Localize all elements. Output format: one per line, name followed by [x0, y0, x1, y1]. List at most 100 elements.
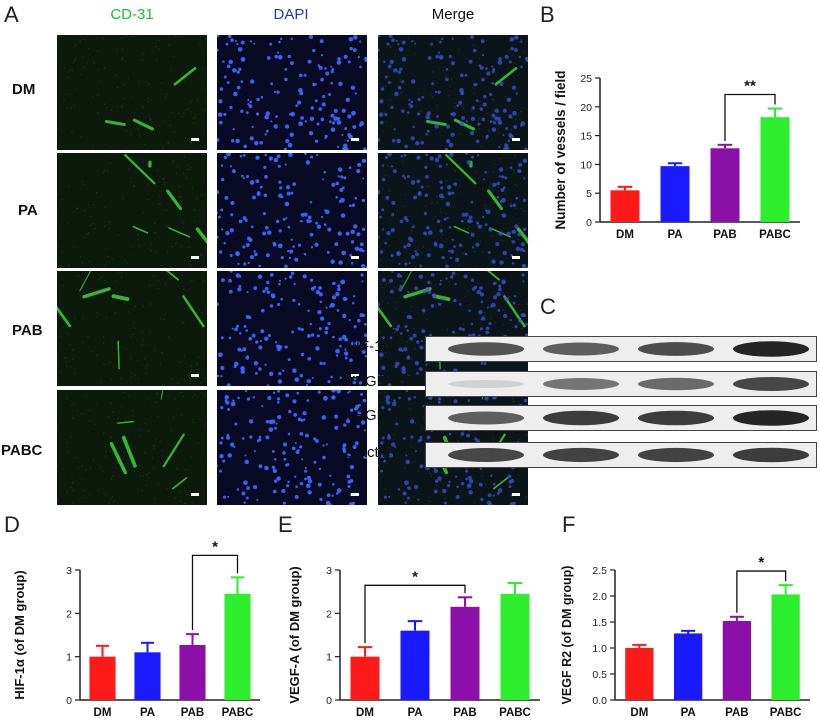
- blot-band: [638, 447, 714, 463]
- category-label: PABC: [222, 707, 254, 719]
- micrograph-dapi-pab: [217, 271, 367, 386]
- y-axis-title: HIF-1α (of DM group): [12, 570, 27, 699]
- column-header-cd31: CD-31: [110, 6, 154, 23]
- micrograph-cd31-dm: [57, 35, 207, 150]
- y-tick-label: 2.0: [592, 591, 607, 603]
- y-axis-title: VEGF R2 (of DM group): [560, 566, 574, 705]
- blot-band: [543, 378, 619, 390]
- y-tick-label: 3: [66, 565, 72, 577]
- blot-band: [448, 342, 524, 356]
- blot-row-3: [425, 442, 817, 468]
- column-header-dapi: DAPI: [273, 6, 309, 23]
- blot-band: [733, 410, 809, 426]
- scale-bar: [512, 138, 520, 141]
- y-tick-label: 0: [66, 695, 72, 707]
- micrograph-cd31-pa: [57, 153, 207, 268]
- micrograph-merge-pa: [378, 153, 528, 268]
- blot-row-1: [425, 371, 817, 397]
- blot-band: [733, 341, 809, 357]
- y-tick-label: 0.0: [592, 695, 607, 707]
- row-label-dm: DM: [12, 81, 36, 98]
- category-label: PAB: [725, 707, 748, 719]
- bar-dm: [610, 190, 640, 222]
- category-label: PA: [407, 707, 422, 719]
- micrograph-cd31-pab: [57, 271, 207, 386]
- category-label: PABC: [759, 229, 791, 241]
- blot-band: [733, 447, 809, 463]
- row-label-pa: PA: [18, 202, 38, 219]
- significance-marker: *: [412, 568, 418, 585]
- category-label: DM: [630, 707, 648, 719]
- bar-pa: [660, 166, 690, 222]
- blot-row-0: [425, 336, 817, 362]
- panel-letter-e: E: [278, 512, 293, 537]
- scale-bar: [351, 493, 359, 496]
- category-label: PA: [140, 707, 155, 719]
- significance-bracket: [724, 93, 776, 141]
- category-label: PAB: [181, 707, 204, 719]
- blot-band: [543, 342, 619, 356]
- category-label: PA: [667, 229, 682, 241]
- bar-pa: [673, 633, 703, 700]
- category-label: PABC: [499, 707, 531, 719]
- blot-band: [543, 447, 619, 463]
- micrograph-dapi-dm: [217, 35, 367, 150]
- column-header-merge: Merge: [431, 6, 475, 23]
- blot-band: [638, 410, 714, 426]
- micrograph-merge-pab: [378, 271, 528, 386]
- vegfr2-bar-chart: 0.0 0.5 1.0 1.5 2.0 2.5 DM PA PAB PABC * VEGF R2 (o…: [560, 554, 810, 719]
- bar-pab: [179, 644, 206, 700]
- scale-bar: [191, 493, 199, 496]
- y-axis-title: VEGF-A (of DM group): [287, 566, 302, 703]
- y-tick-label: 1.0: [592, 643, 607, 655]
- blot-band: [448, 448, 524, 462]
- panel-letter-a: A: [4, 2, 19, 27]
- scale-bar: [351, 138, 359, 141]
- panel-letter-d: D: [4, 512, 20, 537]
- category-label: DM: [356, 707, 374, 719]
- bar-pab: [722, 620, 752, 700]
- significance-marker: *: [212, 540, 218, 555]
- blot-band: [543, 410, 619, 426]
- y-tick-label: 5: [586, 188, 592, 200]
- y-tick-label: 1: [66, 652, 72, 664]
- y-axis-title: Number of vessels / field: [553, 70, 568, 229]
- y-tick-label: 20: [580, 102, 592, 114]
- y-tick-label: 2.5: [592, 565, 607, 577]
- bar-dm: [625, 648, 654, 700]
- scale-bar: [191, 256, 199, 259]
- scale-bar: [351, 256, 359, 259]
- blot-band: [448, 411, 524, 425]
- bar-pab: [710, 148, 740, 222]
- significance-marker: **: [744, 78, 756, 95]
- micrograph-dapi-pabc: [217, 390, 367, 505]
- scale-bar: [191, 138, 199, 141]
- micrograph-merge-dm: [378, 35, 528, 150]
- bar-dm: [350, 656, 380, 700]
- significance-bracket: [191, 554, 239, 631]
- y-tick-label: 1.5: [592, 617, 607, 629]
- blot-band: [448, 380, 524, 388]
- micrograph-cd31-pabc: [57, 390, 207, 505]
- y-tick-label: 2: [326, 608, 332, 620]
- blot-label-1: VEGF-A: [345, 373, 401, 390]
- bar-pabc: [500, 593, 530, 700]
- significance-bracket: [736, 570, 787, 613]
- category-label: PAB: [453, 707, 476, 719]
- hif1a-bar-chart: 0 1 2 3 DM PA PAB PABC * HIF-1α (of DM group): [12, 540, 260, 719]
- panel-letter-c: C: [540, 294, 556, 319]
- panel-letter-f: F: [562, 512, 576, 537]
- scale-bar: [351, 374, 359, 377]
- row-label-pab: PAB: [12, 322, 43, 339]
- micrograph-dapi-pa: [217, 153, 367, 268]
- bar-pabc: [760, 117, 790, 222]
- scale-bar: [512, 256, 520, 259]
- y-tick-label: 15: [580, 131, 592, 143]
- panel-letter-b: B: [540, 2, 555, 27]
- bar-pa: [400, 630, 430, 700]
- y-tick-label: 0: [586, 217, 592, 229]
- blot-label-3: β-actin: [345, 444, 391, 461]
- y-tick-label: 0: [326, 695, 332, 707]
- row-label-pabc: PABC: [1, 442, 43, 459]
- y-tick-label: 3: [326, 565, 332, 577]
